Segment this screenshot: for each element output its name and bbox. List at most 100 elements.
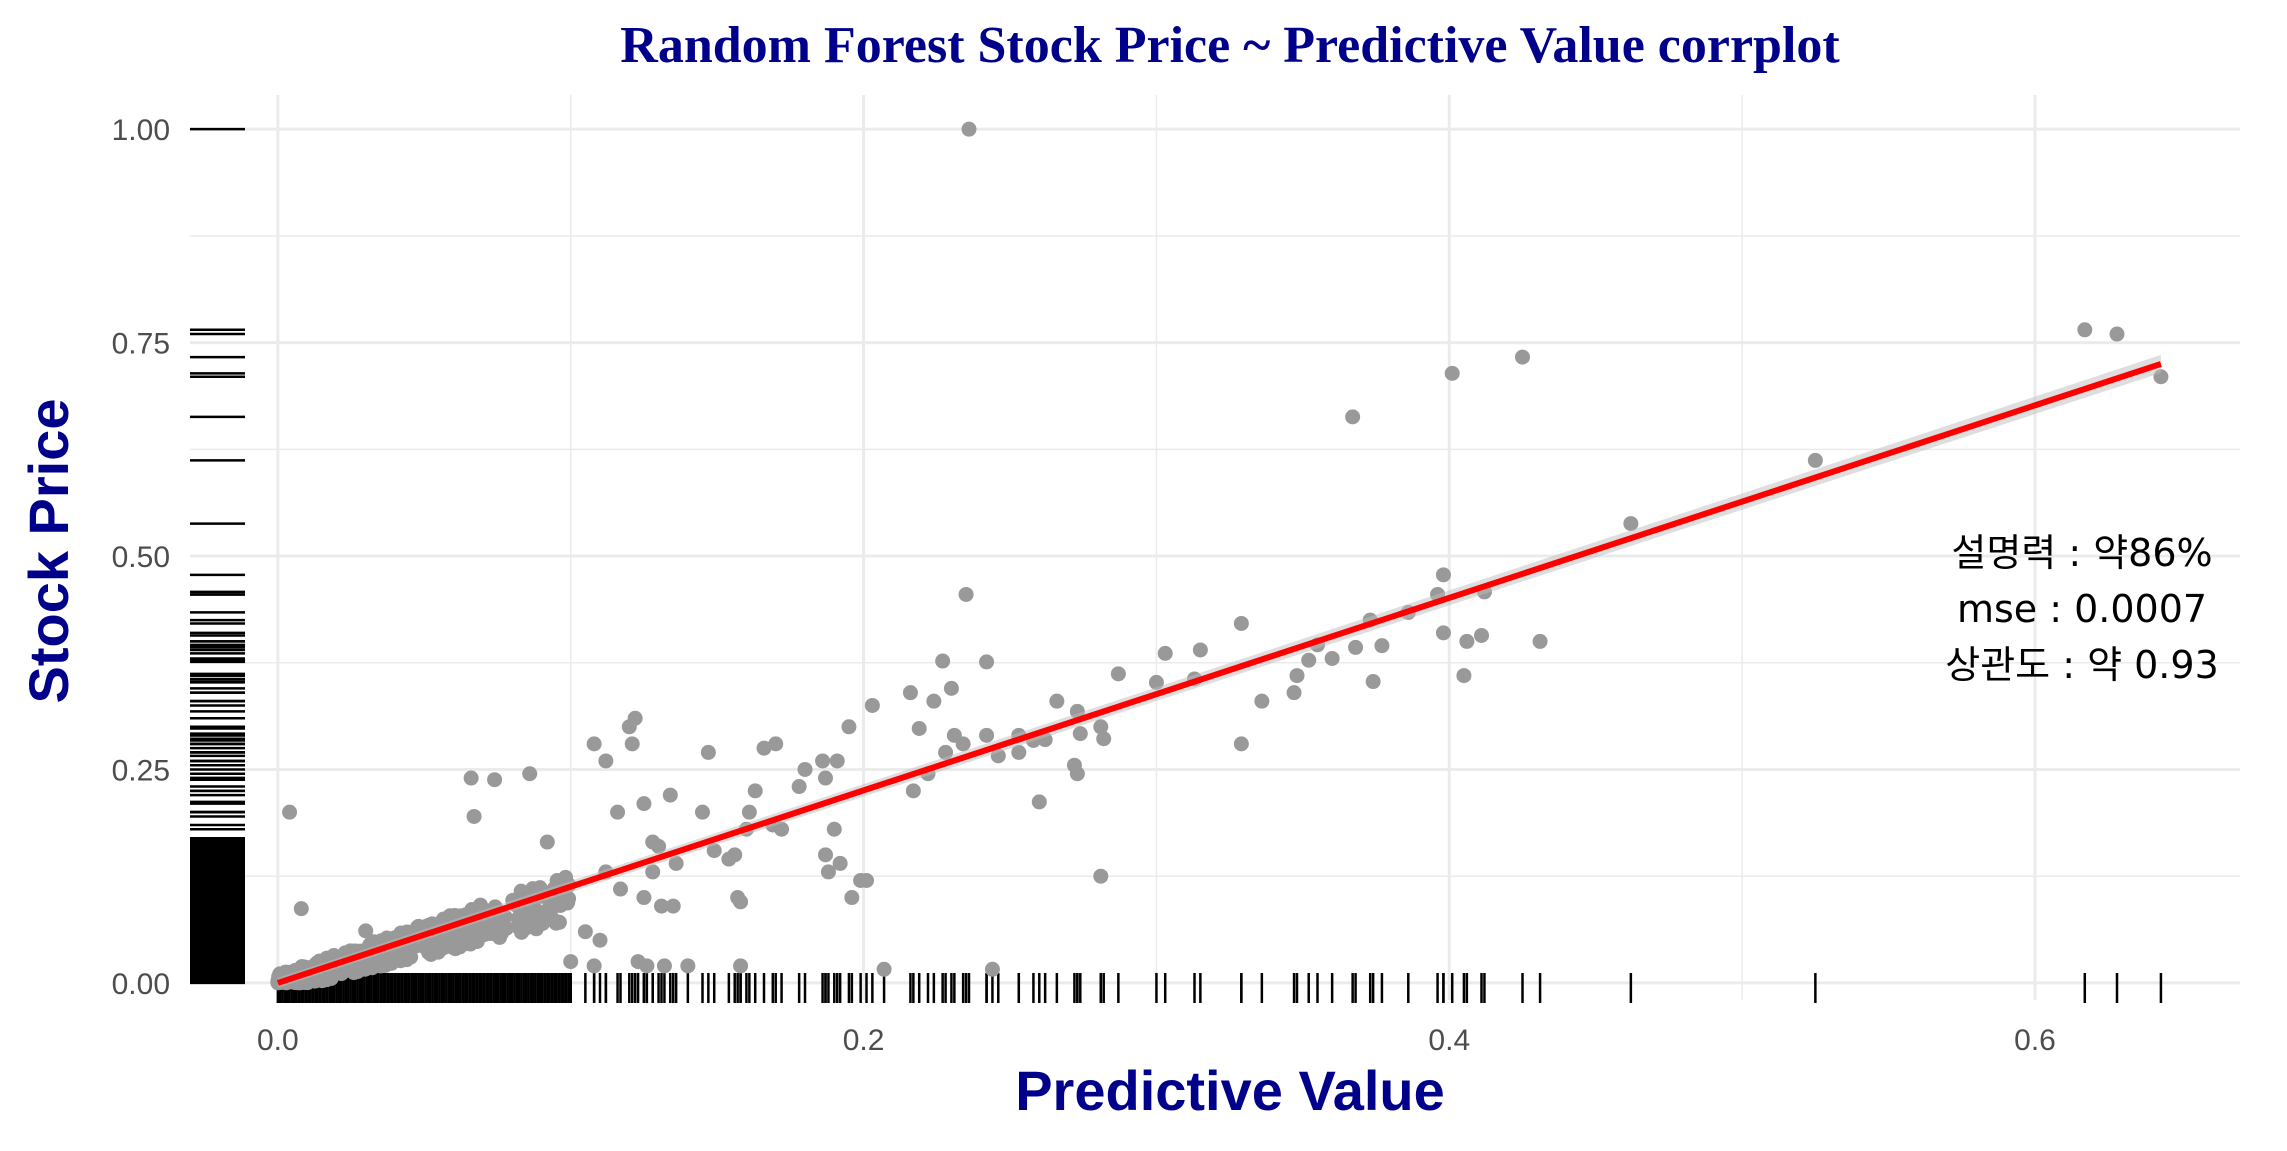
data-point <box>1444 365 1460 381</box>
data-point <box>1515 349 1530 365</box>
y-tick-label: 1.00 <box>112 114 170 147</box>
data-point <box>820 864 836 880</box>
data-point <box>598 753 614 769</box>
data-point <box>955 736 971 752</box>
data-point <box>979 727 995 743</box>
data-point <box>487 772 503 788</box>
data-point <box>1254 693 1270 709</box>
data-point <box>1456 668 1472 684</box>
tick-labels: 0.0 0.2 0.4 0.6 0.00 0.25 0.50 0.75 1.00 <box>112 114 2056 1057</box>
chart-title: Random Forest Stock Price ~ Predictive V… <box>620 17 1840 74</box>
stats-annotation: 설명력 : 약86% mse : 0.0007 상관도 : 약 0.93 <box>1945 531 2219 687</box>
data-point <box>1157 645 1173 661</box>
data-point <box>668 855 684 871</box>
data-point <box>984 961 1000 977</box>
annotation-explained-variance: 설명력 : 약86% <box>1951 531 2212 575</box>
data-point <box>1093 868 1109 884</box>
data-point <box>768 736 784 752</box>
data-point <box>1233 615 1249 631</box>
data-point <box>832 855 848 871</box>
y-tick-label: 0.00 <box>112 968 170 1001</box>
data-point <box>853 872 869 888</box>
data-point <box>1365 674 1381 690</box>
data-point <box>1289 668 1305 684</box>
data-point <box>656 958 672 974</box>
data-point <box>627 710 643 726</box>
data-point <box>1324 650 1340 666</box>
data-point <box>680 958 696 974</box>
data-point <box>876 961 892 977</box>
data-point <box>844 890 860 906</box>
data-point <box>1069 766 1085 782</box>
data-point <box>733 958 749 974</box>
data-point <box>2077 322 2093 338</box>
data-point <box>911 721 927 736</box>
data-point <box>1011 744 1027 760</box>
data-point <box>797 761 813 777</box>
regression-line <box>276 354 2162 988</box>
data-point <box>818 847 833 863</box>
data-point <box>654 898 669 914</box>
data-point <box>1435 567 1451 583</box>
annotation-mse: mse : 0.0007 <box>1957 587 2207 631</box>
data-point <box>1532 633 1548 649</box>
y-tick-label: 0.75 <box>112 328 170 361</box>
data-point <box>577 924 593 940</box>
data-point <box>818 770 833 786</box>
y-tick-label: 0.25 <box>112 754 170 787</box>
data-point <box>645 834 661 850</box>
data-point <box>355 961 371 977</box>
data-point <box>1031 794 1047 810</box>
data-point <box>1049 693 1065 709</box>
data-point <box>700 744 716 760</box>
x-tick-label: 0.2 <box>843 1024 885 1057</box>
data-point <box>1192 642 1208 658</box>
data-point <box>741 804 757 820</box>
data-point <box>522 766 538 782</box>
x-tick-label: 0.4 <box>1428 1024 1470 1057</box>
data-point <box>943 680 959 696</box>
data-point <box>586 736 602 752</box>
data-point <box>905 783 921 799</box>
data-point <box>1374 638 1390 654</box>
data-point <box>463 770 479 786</box>
rug <box>190 127 2163 1003</box>
data-point <box>1435 625 1451 641</box>
data-point <box>1072 726 1088 742</box>
data-point <box>1348 639 1364 655</box>
data-point <box>926 693 942 709</box>
data-point <box>423 938 439 954</box>
data-point <box>662 787 678 803</box>
data-point <box>293 901 309 917</box>
x-tick-label: 0.0 <box>257 1024 299 1057</box>
y-tick-label: 0.50 <box>112 541 170 574</box>
data-point <box>706 843 722 859</box>
data-point <box>665 898 681 914</box>
data-point <box>1301 652 1317 668</box>
data-point <box>636 796 652 812</box>
data-point <box>1286 685 1302 701</box>
data-point <box>469 933 485 949</box>
data-point <box>1096 731 1112 747</box>
data-point <box>645 864 661 880</box>
data-point <box>586 958 602 974</box>
data-point <box>282 804 298 820</box>
x-tick-label: 0.6 <box>2014 1024 2056 1057</box>
data-point <box>358 923 374 939</box>
data-point <box>610 804 626 820</box>
data-point <box>2109 326 2125 342</box>
data-point <box>1345 409 1361 425</box>
data-point <box>636 890 652 906</box>
data-point <box>466 808 482 824</box>
data-point <box>539 834 555 850</box>
data-point <box>826 821 842 837</box>
data-point <box>613 881 628 897</box>
data-point <box>1623 516 1639 532</box>
data-point <box>447 941 463 957</box>
data-point <box>455 929 471 945</box>
data-point <box>1233 736 1249 752</box>
data-point <box>733 894 749 910</box>
data-point <box>864 697 880 713</box>
